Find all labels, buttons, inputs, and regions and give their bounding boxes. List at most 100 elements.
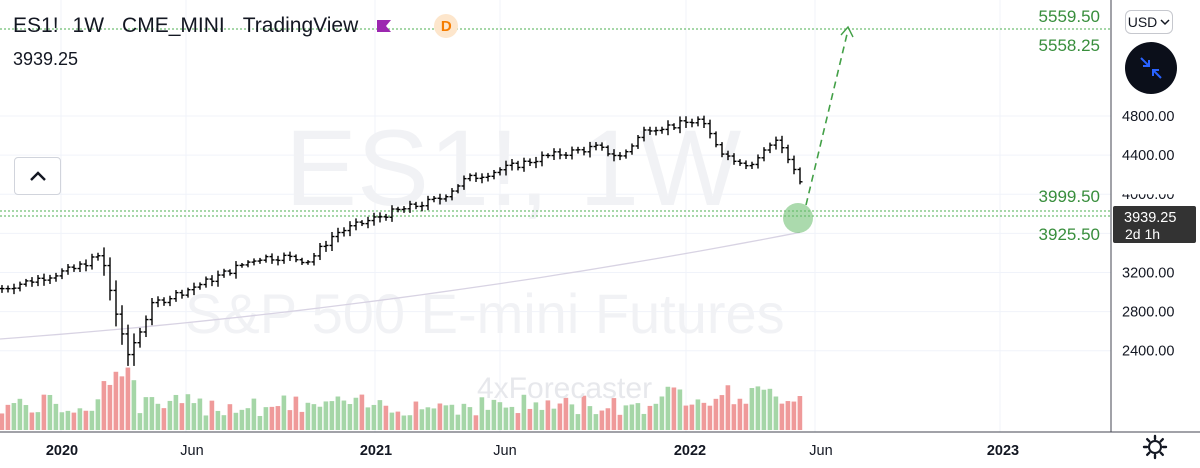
volume-bar bbox=[305, 402, 311, 430]
volume-bar bbox=[533, 402, 539, 430]
volume-bar bbox=[725, 385, 731, 430]
volume-bar bbox=[689, 404, 695, 430]
current-price-tag: 3939.25 2d 1h bbox=[1113, 206, 1196, 243]
volume-series bbox=[0, 367, 803, 430]
dividend-badge[interactable]: D bbox=[434, 14, 459, 38]
volume-bar bbox=[257, 415, 263, 430]
volume-bar bbox=[461, 403, 467, 430]
chevron-down-icon bbox=[1160, 19, 1170, 26]
volume-bar bbox=[293, 396, 299, 430]
volume-bar bbox=[701, 402, 707, 430]
volume-bar bbox=[65, 410, 71, 430]
volume-bar bbox=[149, 397, 155, 430]
volume-bar bbox=[719, 395, 725, 430]
volume-bar bbox=[191, 403, 197, 430]
level-label: 5558.25 bbox=[1039, 36, 1100, 55]
volume-bar bbox=[41, 394, 47, 430]
flag-icon[interactable] bbox=[376, 18, 392, 34]
volume-bar bbox=[431, 408, 437, 430]
volume-bar bbox=[587, 406, 593, 430]
volume-bar bbox=[731, 404, 737, 430]
volume-bar bbox=[605, 408, 611, 430]
volume-bar bbox=[551, 408, 557, 430]
volume-bar bbox=[437, 403, 443, 430]
volume-bar bbox=[77, 408, 83, 430]
volume-bar bbox=[173, 394, 179, 430]
volume-bar bbox=[755, 386, 761, 430]
volume-bar bbox=[665, 386, 671, 430]
projection-line bbox=[805, 29, 849, 206]
fullscreen-toggle-button[interactable] bbox=[1125, 42, 1177, 94]
currency-selector[interactable]: USD bbox=[1125, 10, 1173, 34]
volume-bar bbox=[215, 410, 221, 430]
volume-bar bbox=[671, 387, 677, 430]
volume-bar bbox=[785, 401, 791, 430]
volume-bar bbox=[629, 404, 635, 430]
volume-bar bbox=[89, 410, 95, 430]
volume-bar bbox=[29, 412, 35, 430]
collapse-arrows-icon bbox=[1140, 57, 1162, 79]
level-label: 5559.50 bbox=[1039, 7, 1100, 26]
volume-bar bbox=[749, 388, 755, 430]
volume-bar bbox=[17, 398, 23, 430]
volume-bar bbox=[737, 398, 743, 430]
volume-bar bbox=[323, 401, 329, 430]
chevron-up-icon bbox=[29, 171, 46, 181]
time-tick-label: 2023 bbox=[987, 443, 1019, 459]
volume-bar bbox=[593, 414, 599, 430]
volume-bar bbox=[11, 403, 17, 430]
volume-bar bbox=[569, 404, 575, 430]
volume-bar bbox=[635, 403, 641, 430]
volume-bar bbox=[359, 394, 365, 430]
volume-bar bbox=[761, 389, 767, 430]
volume-bar bbox=[113, 371, 119, 430]
volume-bar bbox=[389, 412, 395, 430]
volume-bar bbox=[155, 403, 161, 430]
volume-bar bbox=[539, 409, 545, 430]
volume-bar bbox=[647, 405, 653, 430]
watermark-symbol: ES1!, 1W bbox=[285, 107, 741, 228]
chart-grid bbox=[0, 0, 1111, 432]
volume-bar bbox=[233, 412, 239, 430]
price-tick-label: 2400.00 bbox=[1122, 344, 1174, 360]
watermark-description: S&P 500 E-mini Futures bbox=[185, 282, 785, 345]
volume-bar bbox=[395, 411, 401, 430]
volume-bar bbox=[407, 415, 413, 430]
volume-bar bbox=[527, 408, 533, 430]
volume-bar bbox=[353, 397, 359, 430]
volume-bar bbox=[227, 404, 233, 430]
collapse-button[interactable] bbox=[14, 157, 61, 195]
volume-bar bbox=[0, 413, 5, 430]
volume-bar bbox=[53, 403, 59, 430]
volume-bar bbox=[623, 405, 629, 430]
time-tick-label: 2022 bbox=[674, 443, 706, 459]
moving-average-line bbox=[0, 231, 801, 340]
volume-bar bbox=[485, 409, 491, 430]
volume-bar bbox=[467, 407, 473, 430]
volume-bar bbox=[335, 396, 341, 430]
volume-bar bbox=[299, 411, 305, 430]
last-price: 3939.25 bbox=[13, 49, 79, 69]
volume-bar bbox=[425, 407, 431, 430]
volume-bar bbox=[263, 407, 269, 430]
volume-bar bbox=[641, 413, 647, 430]
volume-bar bbox=[767, 388, 773, 430]
gear-icon[interactable] bbox=[1141, 433, 1169, 461]
volume-bar bbox=[545, 400, 551, 430]
interval[interactable]: 1W bbox=[72, 14, 105, 37]
symbol-name[interactable]: ES1! bbox=[13, 14, 59, 37]
volume-bar bbox=[515, 413, 521, 430]
volume-bar bbox=[131, 380, 137, 430]
volume-bar bbox=[695, 399, 701, 430]
volume-bar bbox=[251, 398, 257, 430]
volume-bar bbox=[275, 406, 281, 430]
volume-bar bbox=[137, 413, 143, 430]
level-lines bbox=[0, 28, 1111, 217]
time-tick-label: Jun bbox=[493, 443, 516, 459]
ohlc-series bbox=[0, 115, 803, 366]
volume-bar bbox=[119, 376, 125, 430]
volume-bar bbox=[413, 401, 419, 430]
volume-bar bbox=[743, 403, 749, 430]
volume-bar bbox=[575, 414, 581, 430]
